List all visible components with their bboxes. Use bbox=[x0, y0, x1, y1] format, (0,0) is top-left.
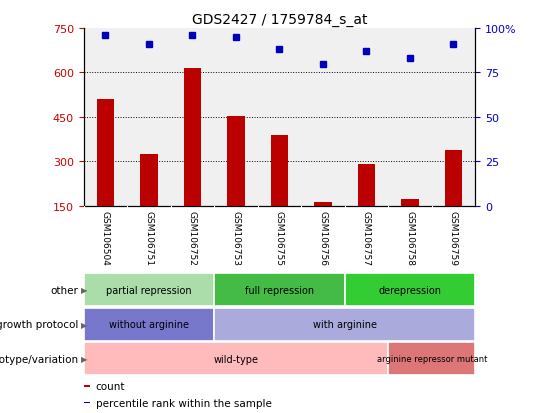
Bar bbox=[401, 199, 418, 206]
Bar bbox=[214, 274, 345, 306]
Text: partial repression: partial repression bbox=[106, 285, 192, 295]
Text: percentile rank within the sample: percentile rank within the sample bbox=[96, 398, 272, 408]
Text: GSM106753: GSM106753 bbox=[232, 210, 240, 265]
Bar bbox=[84, 274, 214, 306]
Bar bbox=[84, 385, 90, 387]
Title: GDS2427 / 1759784_s_at: GDS2427 / 1759784_s_at bbox=[192, 12, 367, 26]
Bar bbox=[357, 165, 375, 206]
Text: other: other bbox=[50, 285, 78, 295]
Bar bbox=[314, 202, 332, 206]
Text: GSM106751: GSM106751 bbox=[145, 210, 153, 265]
Text: with arginine: with arginine bbox=[313, 319, 377, 330]
Bar bbox=[140, 155, 158, 206]
Text: ▶: ▶ bbox=[81, 354, 87, 363]
Text: genotype/variation: genotype/variation bbox=[0, 354, 78, 364]
Text: GSM106752: GSM106752 bbox=[188, 210, 197, 265]
Text: arginine repressor mutant: arginine repressor mutant bbox=[376, 354, 487, 363]
Text: count: count bbox=[96, 381, 125, 391]
Text: derepression: derepression bbox=[379, 285, 442, 295]
Bar bbox=[214, 308, 475, 341]
Bar bbox=[84, 342, 388, 375]
Text: GSM106504: GSM106504 bbox=[101, 210, 110, 265]
Bar bbox=[184, 69, 201, 206]
Text: growth protocol: growth protocol bbox=[0, 319, 78, 330]
Bar bbox=[84, 308, 214, 341]
Text: full repression: full repression bbox=[245, 285, 314, 295]
Bar bbox=[227, 116, 245, 206]
Text: ▶: ▶ bbox=[81, 320, 87, 329]
Bar bbox=[345, 274, 475, 306]
Text: GSM106757: GSM106757 bbox=[362, 210, 371, 265]
Text: GSM106759: GSM106759 bbox=[449, 210, 458, 265]
Text: ▶: ▶ bbox=[81, 286, 87, 294]
Text: GSM106756: GSM106756 bbox=[319, 210, 327, 265]
Bar bbox=[388, 342, 475, 375]
Text: wild-type: wild-type bbox=[213, 354, 259, 364]
Text: GSM106755: GSM106755 bbox=[275, 210, 284, 265]
Bar bbox=[271, 135, 288, 206]
Bar bbox=[84, 402, 90, 404]
Text: without arginine: without arginine bbox=[109, 319, 189, 330]
Bar bbox=[97, 100, 114, 206]
Text: GSM106758: GSM106758 bbox=[406, 210, 415, 265]
Bar bbox=[445, 150, 462, 206]
